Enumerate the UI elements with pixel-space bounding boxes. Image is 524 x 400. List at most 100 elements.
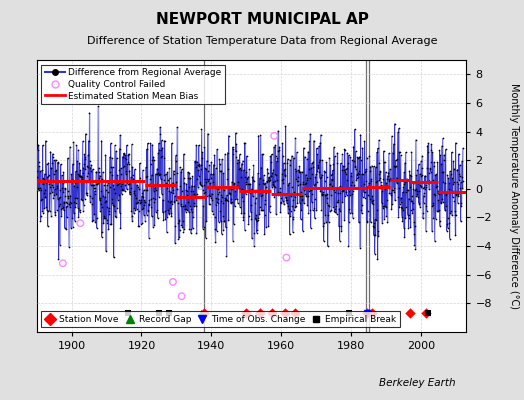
Point	[117, 171, 125, 178]
Point	[287, 208, 295, 214]
Text: Berkeley Earth: Berkeley Earth	[379, 378, 456, 388]
Point	[275, 190, 283, 197]
Point	[165, 188, 173, 194]
Point	[46, 208, 54, 214]
Point	[306, 207, 314, 214]
Point	[350, 184, 358, 190]
Point	[209, 211, 217, 217]
Point	[175, 234, 183, 240]
Point	[96, 195, 105, 202]
Point	[143, 146, 151, 152]
Point	[165, 310, 173, 316]
Point	[445, 220, 454, 226]
Point	[363, 310, 371, 316]
Point	[67, 200, 75, 206]
Point	[231, 130, 239, 136]
Point	[294, 174, 302, 180]
Point	[323, 195, 331, 201]
Point	[41, 194, 50, 200]
Point	[378, 188, 386, 194]
Point	[282, 197, 290, 203]
Point	[63, 214, 71, 221]
Point	[215, 189, 223, 196]
Point	[38, 207, 47, 214]
Point	[346, 191, 355, 198]
Point	[99, 169, 107, 175]
Point	[424, 140, 432, 146]
Point	[278, 170, 286, 177]
Point	[413, 167, 421, 173]
Point	[182, 206, 190, 213]
Point	[162, 181, 170, 188]
Point	[445, 180, 453, 186]
Point	[303, 202, 311, 209]
Point	[174, 220, 182, 226]
Point	[112, 148, 120, 154]
Point	[446, 208, 455, 214]
Point	[443, 228, 451, 234]
Point	[93, 214, 101, 221]
Point	[227, 196, 236, 202]
Point	[315, 174, 324, 181]
Point	[200, 189, 208, 196]
Point	[50, 170, 58, 177]
Point	[228, 238, 237, 244]
Point	[80, 160, 88, 167]
Point	[398, 189, 407, 195]
Point	[379, 148, 388, 154]
Point	[319, 223, 328, 229]
Point	[176, 182, 184, 189]
Point	[81, 166, 89, 172]
Point	[218, 194, 226, 200]
Point	[51, 156, 60, 163]
Point	[329, 161, 337, 168]
Point	[101, 152, 110, 158]
Point	[222, 252, 231, 259]
Point	[130, 188, 138, 194]
Point	[291, 135, 299, 141]
Point	[284, 210, 292, 216]
Point	[149, 154, 158, 160]
Point	[59, 260, 67, 266]
Point	[232, 148, 240, 155]
Point	[211, 214, 219, 220]
Point	[329, 203, 337, 210]
Point	[397, 152, 405, 158]
Point	[54, 177, 63, 184]
Point	[304, 187, 313, 194]
Point	[294, 169, 303, 176]
Point	[302, 180, 310, 186]
Point	[414, 200, 423, 206]
Point	[433, 190, 442, 196]
Point	[178, 223, 187, 230]
Point	[168, 184, 176, 190]
Point	[233, 183, 241, 189]
Point	[101, 215, 110, 222]
Point	[253, 226, 261, 233]
Point	[432, 171, 441, 178]
Point	[196, 182, 205, 188]
Point	[291, 310, 299, 316]
Point	[420, 173, 429, 179]
Point	[32, 174, 41, 181]
Point	[310, 182, 318, 188]
Point	[392, 178, 401, 184]
Point	[55, 203, 63, 210]
Point	[392, 163, 400, 169]
Point	[48, 160, 57, 166]
Point	[94, 165, 103, 171]
Point	[146, 161, 155, 168]
Point	[224, 166, 232, 172]
Point	[173, 200, 182, 206]
Point	[404, 187, 412, 194]
Point	[425, 179, 434, 185]
Point	[329, 167, 337, 174]
Point	[75, 207, 84, 213]
Point	[105, 208, 113, 214]
Point	[388, 132, 396, 139]
Point	[452, 191, 460, 198]
Point	[77, 172, 85, 179]
Point	[339, 199, 347, 205]
Point	[414, 161, 423, 168]
Point	[42, 161, 51, 167]
